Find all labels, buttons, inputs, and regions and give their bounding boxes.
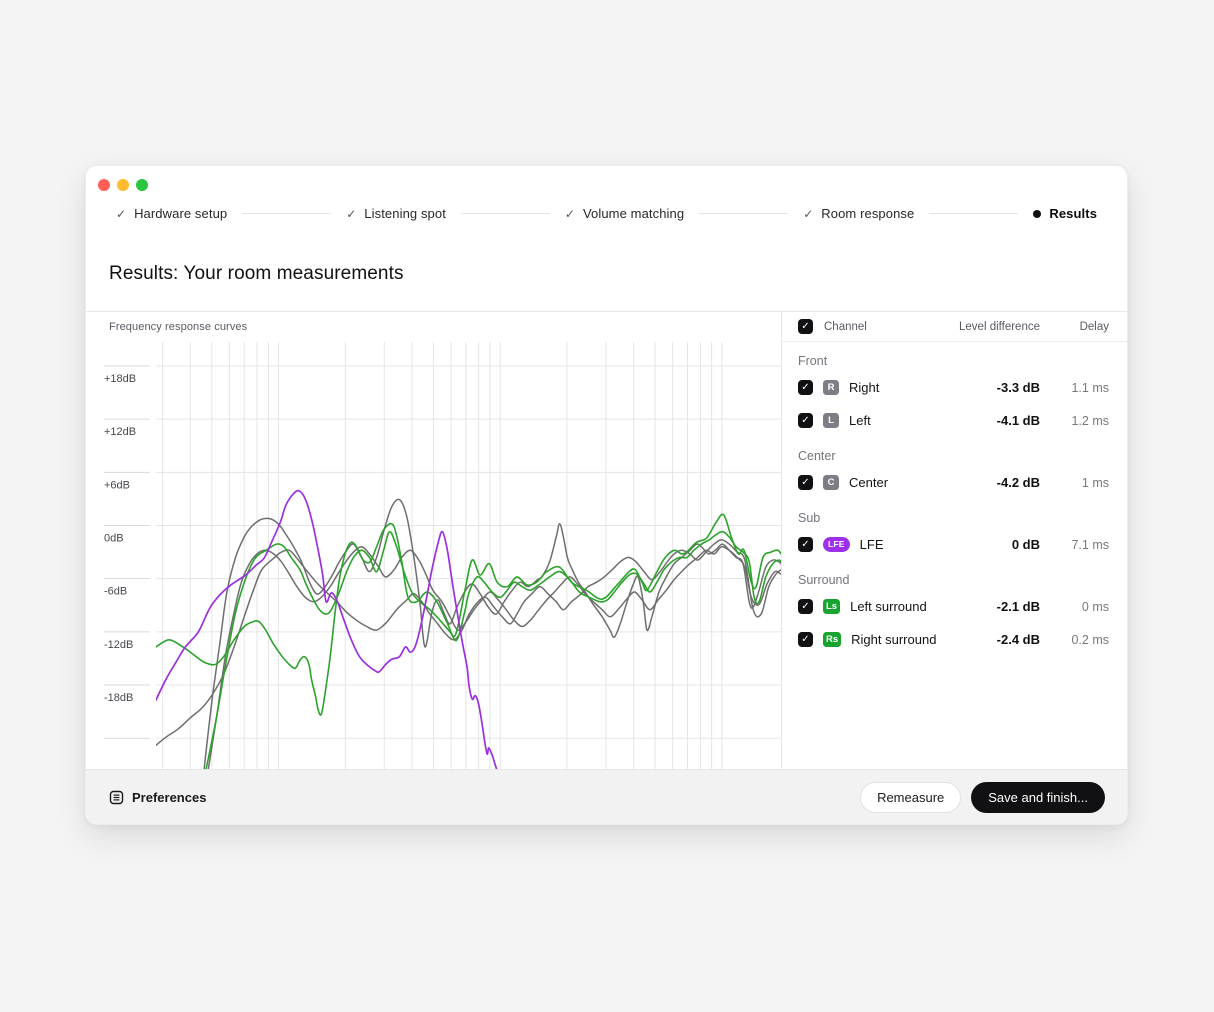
curve-right-surround bbox=[205, 530, 781, 771]
channel-row-left-surround: ✓ Ls Left surround -2.1 dB 0 ms bbox=[782, 590, 1127, 623]
channel-badge: C bbox=[823, 475, 839, 490]
current-step-dot-icon bbox=[1033, 209, 1042, 218]
wizard-stepper: ✓ Hardware setup ✓ Listening spot ✓ Volu… bbox=[86, 206, 1127, 221]
preferences-icon bbox=[109, 790, 124, 804]
level-value: -3.3 dB bbox=[996, 380, 1040, 395]
channel-badge: Ls bbox=[823, 599, 841, 614]
page-title: Results: Your room measurements bbox=[109, 263, 404, 284]
channel-name: LFE bbox=[859, 537, 884, 552]
channel-badge: Rs bbox=[823, 632, 842, 647]
step-label: Volume matching bbox=[582, 206, 685, 221]
stepper-connector bbox=[242, 213, 332, 214]
delay-column-header: Delay bbox=[1079, 320, 1109, 333]
level-value: -2.4 dB bbox=[996, 632, 1040, 647]
channel-column-header: Channel bbox=[824, 320, 867, 333]
preferences-button[interactable]: Preferences bbox=[109, 790, 206, 805]
level-value: 0 dB bbox=[1011, 537, 1040, 552]
channel-row-right: ✓ R Right -3.3 dB 1.1 ms bbox=[782, 371, 1127, 404]
preferences-label: Preferences bbox=[132, 789, 207, 805]
delay-value: 7.1 ms bbox=[1071, 537, 1109, 552]
section-label-center: Center bbox=[798, 449, 836, 463]
stepper-connector bbox=[460, 213, 550, 214]
step-room-response[interactable]: ✓ Room response bbox=[803, 206, 914, 221]
close-window-icon[interactable] bbox=[98, 179, 110, 191]
remeasure-button[interactable]: Remeasure bbox=[860, 781, 962, 813]
step-label: Results bbox=[1049, 206, 1098, 221]
svg-text:-12dB: -12dB bbox=[104, 639, 133, 651]
channel-badge: L bbox=[823, 413, 839, 428]
section-label-front: Front bbox=[798, 354, 828, 368]
chart-title: Frequency response curves bbox=[109, 321, 248, 333]
step-label: Listening spot bbox=[364, 206, 446, 221]
step-check-icon: ✓ bbox=[116, 206, 127, 221]
step-hardware-setup[interactable]: ✓ Hardware setup bbox=[116, 206, 227, 221]
results-content: Frequency response curves +18dB +12dB +6dB… bbox=[86, 311, 1127, 772]
delay-value: 1.2 ms bbox=[1071, 413, 1109, 428]
step-check-icon: ✓ bbox=[564, 206, 575, 221]
step-listening-spot[interactable]: ✓ Listening spot bbox=[346, 206, 446, 221]
channel-checkbox[interactable]: ✓ bbox=[798, 380, 813, 395]
step-volume-matching[interactable]: ✓ Volume matching bbox=[565, 206, 684, 221]
channel-row-right-surround: ✓ Rs Right surround -2.4 dB 0.2 ms bbox=[782, 623, 1127, 656]
svg-text:-18dB: -18dB bbox=[104, 692, 133, 704]
svg-text:0dB: 0dB bbox=[104, 533, 124, 545]
channel-panel: ✓ Channel Level difference Delay Front ✓… bbox=[781, 312, 1127, 771]
stepper-connector bbox=[699, 213, 789, 214]
channel-checkbox[interactable]: ✓ bbox=[798, 475, 813, 490]
level-value: -2.1 dB bbox=[996, 599, 1040, 614]
minimize-window-icon[interactable] bbox=[117, 179, 129, 191]
select-all-checkbox[interactable]: ✓ bbox=[798, 319, 813, 334]
channel-badge: R bbox=[823, 380, 839, 395]
channel-row-lfe: ✓ LFE LFE 0 dB 7.1 ms bbox=[782, 528, 1127, 561]
svg-text:-6dB: -6dB bbox=[104, 586, 127, 598]
save-and-finish-button[interactable]: Save and finish... bbox=[971, 781, 1105, 813]
channel-checkbox[interactable]: ✓ bbox=[798, 537, 813, 552]
channel-badge: LFE bbox=[823, 537, 850, 552]
level-value: -4.2 dB bbox=[996, 475, 1040, 490]
frequency-response-chart: Frequency response curves +18dB +12dB +6dB… bbox=[86, 312, 781, 772]
footer-bar: Preferences Remeasure Save and finish... bbox=[86, 769, 1127, 824]
step-results[interactable]: Results bbox=[1033, 206, 1097, 221]
stepper-connector bbox=[929, 213, 1019, 214]
channel-checkbox[interactable]: ✓ bbox=[798, 413, 813, 428]
curve-lfe bbox=[156, 489, 499, 772]
delay-value: 1.1 ms bbox=[1071, 380, 1109, 395]
channel-table-header: ✓ Channel Level difference Delay bbox=[782, 312, 1127, 342]
svg-text:+18dB: +18dB bbox=[104, 373, 136, 385]
channel-name: Right surround bbox=[851, 632, 937, 647]
measurement-window: ✓ Hardware setup ✓ Listening spot ✓ Volu… bbox=[85, 165, 1128, 825]
level-column-header: Level difference bbox=[959, 320, 1040, 333]
section-label-sub: Sub bbox=[798, 511, 821, 525]
delay-value: 1 ms bbox=[1081, 475, 1109, 490]
channel-name: Center bbox=[849, 475, 889, 490]
frequency-response-plot: +18dB +12dB +6dB 0dB -6dB -12dB -18dB bbox=[104, 342, 781, 772]
channel-checkbox[interactable]: ✓ bbox=[798, 632, 813, 647]
zoom-window-icon[interactable] bbox=[136, 179, 148, 191]
step-label: Hardware setup bbox=[134, 206, 228, 221]
curve-center bbox=[207, 545, 781, 772]
traffic-lights bbox=[98, 179, 148, 191]
svg-text:+6dB: +6dB bbox=[104, 479, 130, 491]
channel-row-center: ✓ C Center -4.2 dB 1 ms bbox=[782, 466, 1127, 499]
channel-name: Left bbox=[849, 413, 871, 428]
chart-header: Frequency response curves bbox=[86, 312, 781, 342]
channel-row-left: ✓ L Left -4.1 dB 1.2 ms bbox=[782, 404, 1127, 437]
svg-text:+12dB: +12dB bbox=[104, 426, 136, 438]
step-check-icon: ✓ bbox=[346, 206, 357, 221]
delay-value: 0 ms bbox=[1081, 599, 1109, 614]
curve-left-surround bbox=[156, 513, 781, 716]
channel-name: Right bbox=[849, 380, 880, 395]
channel-checkbox[interactable]: ✓ bbox=[798, 599, 813, 614]
channel-name: Left surround bbox=[850, 599, 927, 614]
delay-value: 0.2 ms bbox=[1071, 632, 1109, 647]
step-label: Room response bbox=[821, 206, 915, 221]
section-label-surround: Surround bbox=[798, 573, 850, 587]
step-check-icon: ✓ bbox=[803, 206, 814, 221]
curve-right bbox=[203, 498, 781, 772]
level-value: -4.1 dB bbox=[996, 413, 1040, 428]
